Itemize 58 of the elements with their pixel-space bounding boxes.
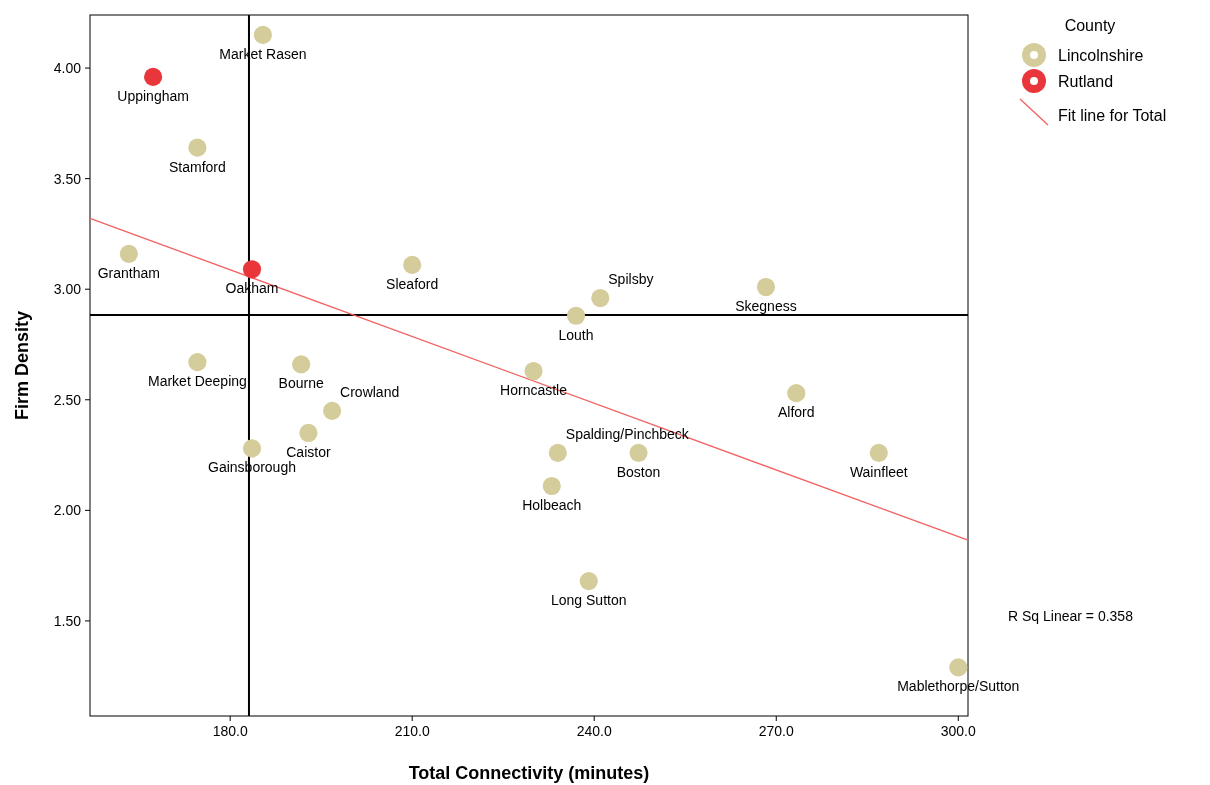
point (579, 572, 598, 591)
point (242, 439, 262, 458)
annotation: Caistor (286, 443, 331, 460)
annotation: Wainfleet (849, 463, 908, 480)
point (188, 138, 207, 157)
point (119, 244, 138, 263)
x-tick-label: 300.0 (940, 723, 977, 739)
point (591, 288, 610, 308)
annotation: Stamford (168, 158, 226, 175)
point (299, 423, 318, 443)
point (566, 306, 586, 325)
x-tick-label: 210.0 (394, 723, 430, 739)
point (787, 384, 806, 403)
legend-label: Rutland (1058, 72, 1114, 90)
y-tick-label: 3.00 (53, 281, 82, 298)
point (869, 443, 888, 462)
annotation: Bourne (278, 375, 324, 392)
x-axis-title: Total Connectivity (minutes) (408, 763, 650, 783)
point (292, 355, 311, 374)
point (403, 255, 422, 274)
annotation: Alford (777, 404, 815, 421)
x-tick-label: 270.0 (758, 723, 794, 739)
annotation: Crowland (340, 383, 400, 400)
annotation: Boston (616, 463, 661, 480)
annotation: Mablethorpe/Sutton (897, 678, 1020, 695)
y-axis-title: Firm Density (12, 310, 32, 421)
x-tick-label: 240.0 (576, 723, 612, 739)
annotation: Skegness (735, 298, 797, 314)
annotation: Market Deeping (147, 373, 247, 390)
annotation: Spilsby (608, 271, 654, 288)
y-tick-label: 2.50 (53, 391, 82, 408)
legend-label: Fit line for Total (1058, 106, 1167, 124)
point (188, 353, 207, 372)
annotation: Grantham (97, 264, 160, 281)
point (542, 476, 561, 496)
point (253, 25, 273, 44)
annotation: Horncastle (500, 382, 568, 399)
annotation: Sleaford (386, 275, 439, 292)
annotation: Louth (558, 326, 594, 343)
y-tick-label: 3.50 (53, 170, 82, 187)
point (144, 67, 163, 86)
annotation: Uppingham (117, 87, 189, 104)
annotation: Holbeach (522, 497, 582, 514)
legend-title: County (1064, 17, 1116, 34)
y-tick-label: 1.50 (53, 612, 82, 629)
y-tick-label: 2.00 (53, 502, 82, 519)
legend-label: Lincolnshire (1058, 46, 1144, 64)
text: R Sq Linear = 0.358 (1008, 608, 1134, 624)
point (756, 277, 776, 297)
point (524, 361, 543, 381)
point (242, 260, 262, 279)
point (949, 658, 968, 677)
point (323, 401, 342, 420)
annotation: Long Sutton (551, 592, 627, 609)
x-tick-label: 180.0 (212, 723, 248, 739)
point (548, 443, 567, 462)
y-tick-label: 4.00 (53, 59, 82, 76)
point (629, 443, 648, 462)
